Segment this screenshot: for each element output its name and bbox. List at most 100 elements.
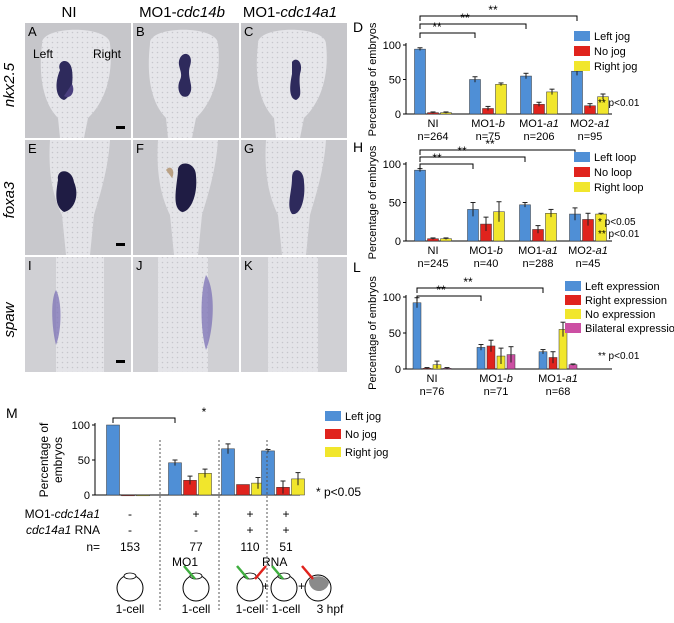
mo1-injection-needle bbox=[183, 565, 196, 580]
legend-label: No jog bbox=[345, 429, 377, 441]
x-tick-label: MO2-a1 bbox=[568, 245, 608, 257]
mo1-injection-needle bbox=[271, 565, 284, 580]
y-tick-label: 50 bbox=[389, 198, 401, 210]
legend-label: No expression bbox=[585, 309, 655, 321]
legend-swatch bbox=[574, 167, 590, 177]
legend-swatch bbox=[325, 429, 341, 439]
bar-left-expression bbox=[538, 351, 548, 370]
bar-left-jog bbox=[168, 462, 182, 496]
rna-injection-label: RNA bbox=[262, 555, 287, 569]
significance-mark: ** bbox=[463, 275, 473, 289]
legend-label: Left jog bbox=[594, 31, 630, 43]
legend-label: No loop bbox=[594, 167, 632, 179]
n-label: n=95 bbox=[578, 131, 603, 143]
y-tick-label: 0 bbox=[84, 490, 90, 502]
significance-bracket bbox=[419, 156, 526, 162]
scale-bar bbox=[116, 360, 125, 363]
legend-swatch bbox=[325, 447, 341, 457]
stage-label: 1-cell bbox=[182, 602, 211, 616]
n-cell: 51 bbox=[279, 540, 293, 554]
significance-mark: ** bbox=[432, 20, 442, 34]
legend-swatch bbox=[565, 309, 581, 319]
mo1-row-label: MO1-cdc14a1 bbox=[25, 507, 100, 521]
mo1-injection-needle bbox=[236, 565, 249, 580]
y-tick-label: 0 bbox=[395, 236, 401, 248]
stage-label: 3 hpf bbox=[317, 602, 344, 616]
n-label: n=245 bbox=[418, 258, 449, 270]
bar-right-jog bbox=[136, 494, 150, 497]
y-axis-label: Percentage of embryos bbox=[367, 22, 379, 136]
rna-cell: - bbox=[128, 523, 132, 537]
legend-swatch bbox=[565, 281, 581, 291]
panel-letter-c: C bbox=[244, 24, 253, 39]
p-value-note: ** p<0.01 bbox=[598, 351, 640, 362]
panel-letter-m: M bbox=[6, 405, 18, 421]
column-title-mo1-cdc14a1: MO1-cdc14a1 bbox=[243, 4, 337, 21]
rna-row-label: cdc14a1 RNA bbox=[26, 523, 100, 537]
mo1-cell: - bbox=[128, 507, 132, 521]
legend-label: Bilateral expression bbox=[585, 323, 674, 335]
panel-letter-l: L bbox=[353, 259, 361, 275]
rna-cell: + bbox=[282, 523, 289, 537]
bar-no-jog bbox=[121, 494, 135, 497]
panel-letter-h: H bbox=[353, 139, 363, 155]
x-tick-label: MO1-b bbox=[479, 373, 513, 385]
p-value-note: * p<0.05 bbox=[598, 217, 636, 228]
bar-left-loop bbox=[414, 169, 426, 242]
n-cell: 110 bbox=[240, 540, 259, 554]
significance-mark: ** bbox=[485, 137, 495, 151]
mo1-cell: + bbox=[246, 507, 253, 521]
rna-cell: + bbox=[246, 523, 253, 537]
panel-letter-g: G bbox=[244, 141, 254, 156]
x-tick-label: NI bbox=[428, 245, 439, 257]
stage-label: 1-cell bbox=[116, 602, 145, 616]
n-label: n=40 bbox=[474, 258, 499, 270]
significance-bracket bbox=[416, 287, 544, 293]
legend-swatch bbox=[574, 61, 590, 71]
bar-left-jog bbox=[106, 424, 120, 496]
x-tick-label: NI bbox=[428, 118, 439, 130]
panel-letter-j: J bbox=[136, 258, 143, 273]
bar-left-jog bbox=[221, 448, 235, 496]
n-label: n=71 bbox=[484, 386, 509, 398]
significance-bracket bbox=[419, 149, 576, 155]
x-tick-label: MO1-b bbox=[469, 245, 503, 257]
bar-no-jog bbox=[236, 484, 250, 496]
bar-right-jog bbox=[546, 91, 558, 115]
x-tick-label: MO1-a1 bbox=[538, 373, 578, 385]
y-tick-label: 0 bbox=[395, 364, 401, 376]
bar-left-jog bbox=[414, 48, 426, 115]
panel-letter-f: F bbox=[136, 141, 144, 156]
significance-bracket bbox=[419, 23, 527, 29]
significance-mark: * bbox=[202, 405, 207, 419]
n-label: n=264 bbox=[418, 131, 449, 143]
legend-label: Left jog bbox=[345, 411, 381, 423]
significance-mark: ** bbox=[436, 283, 446, 297]
n-label: n=206 bbox=[524, 131, 555, 143]
panel-letter-a: A bbox=[28, 24, 37, 39]
bar-left-jog bbox=[520, 75, 532, 115]
significance-mark: ** bbox=[432, 151, 442, 165]
significance-bracket bbox=[419, 32, 476, 38]
legend-label: No jog bbox=[594, 46, 626, 58]
chart-m: 0 50 100 Percentage ofembryos * Left jog No jo… bbox=[37, 405, 388, 502]
legend-label: Right loop bbox=[594, 182, 644, 194]
bar-left-expression bbox=[412, 302, 422, 370]
significance-bracket bbox=[416, 295, 482, 301]
y-tick-label: 100 bbox=[383, 40, 401, 52]
panel-letter-k: K bbox=[244, 258, 253, 273]
significance-mark: ** bbox=[460, 11, 470, 25]
micrograph-e bbox=[25, 140, 131, 255]
n-label: n=45 bbox=[576, 258, 601, 270]
stage-label: 1-cell bbox=[236, 602, 265, 616]
x-tick-label: MO2-a1 bbox=[570, 118, 610, 130]
x-tick-label: MO1-a1 bbox=[519, 118, 559, 130]
panel-letter-b: B bbox=[136, 24, 145, 39]
y-tick-label: 100 bbox=[72, 420, 90, 432]
significance-mark: ** bbox=[457, 144, 467, 158]
stage-label: 1-cell bbox=[272, 602, 301, 616]
legend-swatch bbox=[565, 295, 581, 305]
